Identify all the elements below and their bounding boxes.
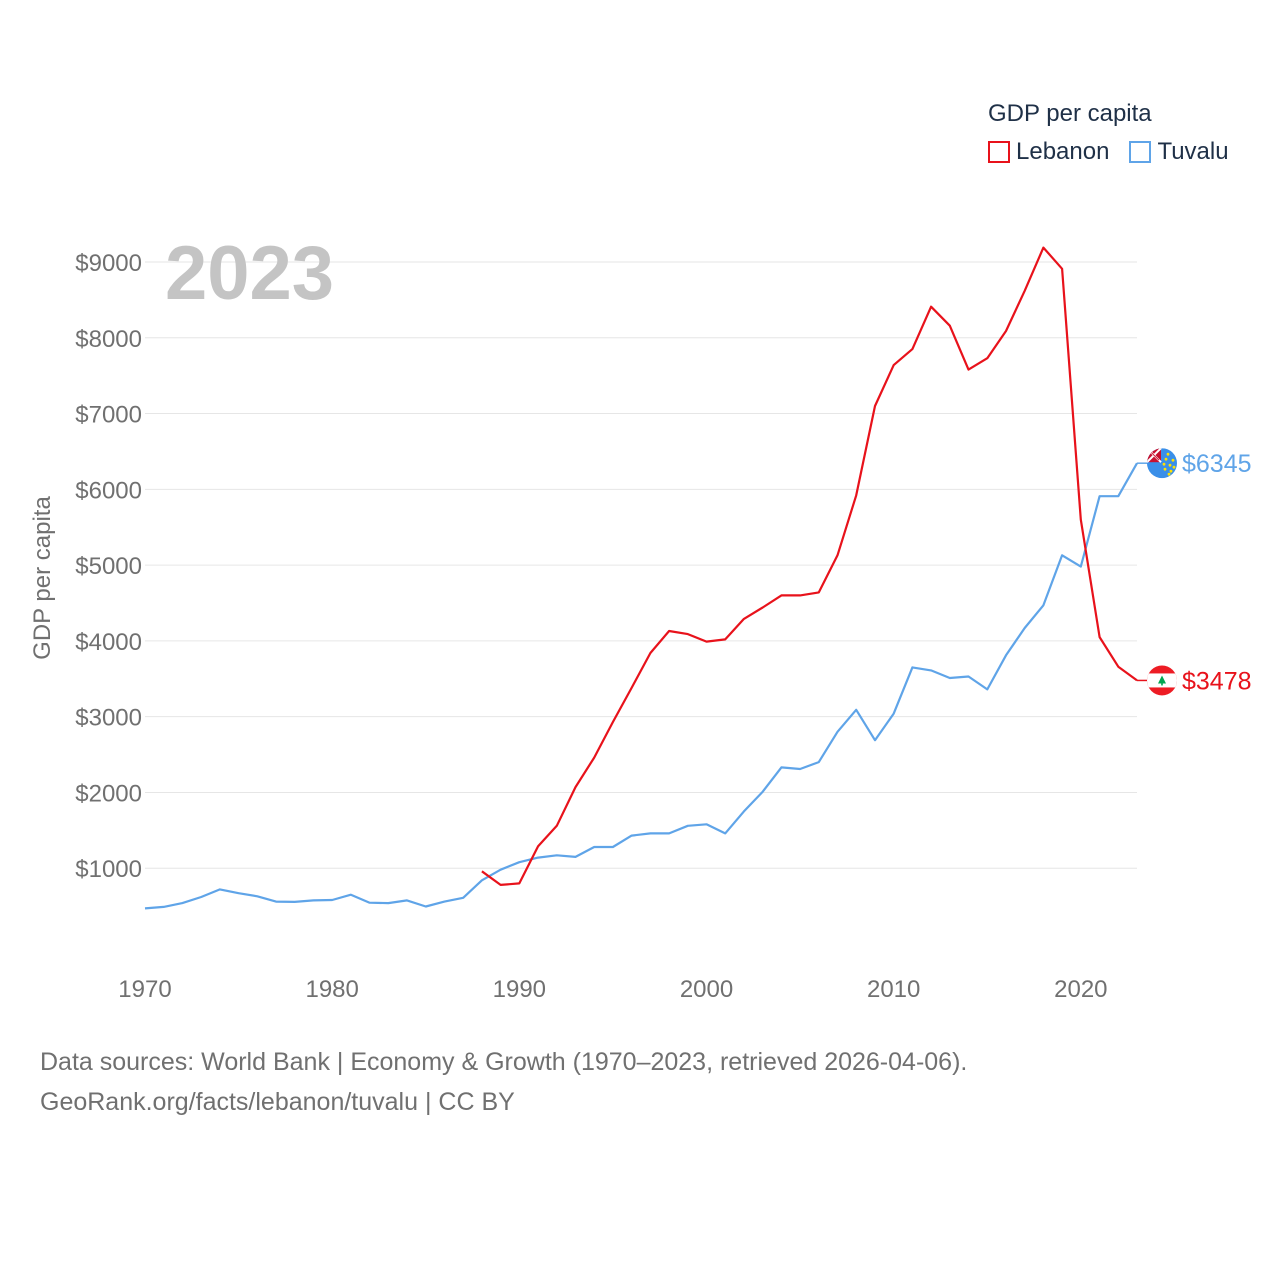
y-tick-label: $8000 — [75, 326, 142, 353]
legend: GDP per capita Lebanon Tuvalu — [988, 100, 1229, 166]
x-tick-label: 2000 — [680, 976, 733, 1003]
legend-item-tuvalu[interactable]: Tuvalu — [1129, 138, 1229, 166]
y-tick-label: $2000 — [75, 780, 142, 807]
legend-item-lebanon[interactable]: Lebanon — [988, 138, 1109, 166]
x-tick-label: 1980 — [305, 976, 358, 1003]
x-tick-label: 2020 — [1054, 976, 1107, 1003]
x-axis: 1970 1980 1990 2000 2010 2020 — [118, 976, 1107, 1003]
y-tick-label: $3000 — [75, 705, 142, 732]
y-tick-label: $5000 — [75, 553, 142, 580]
gridlines — [145, 261, 1137, 869]
source-line-1: Data sources: World Bank | Economy & Gro… — [40, 1048, 968, 1076]
y-tick-label: $7000 — [75, 402, 142, 429]
lebanon-flag-icon — [1147, 665, 1177, 696]
x-tick-label: 1970 — [118, 976, 171, 1003]
series-lines — [144, 246, 1138, 910]
series-line-tuvalu — [144, 462, 1138, 910]
source-line-2[interactable]: GeoRank.org/facts/lebanon/tuvalu | CC BY — [40, 1088, 515, 1116]
legend-swatch-tuvalu — [1129, 141, 1152, 163]
x-tick-label: 1990 — [493, 976, 546, 1003]
end-label-tuvalu: $6345 — [1182, 450, 1252, 478]
y-tick-label: $1000 — [75, 856, 142, 883]
y-tick-label: $4000 — [75, 629, 142, 656]
legend-label-tuvalu: Tuvalu — [1157, 138, 1229, 165]
y-axis: $1000 $2000 $3000 $4000 $5000 $6000 $7000 $8000… — [75, 250, 142, 883]
end-label-lebanon: $3478 — [1182, 667, 1252, 695]
year-label: 2023 — [165, 231, 334, 316]
source-note: Data sources: World Bank | Economy & Gro… — [40, 1042, 967, 1122]
y-axis-title: GDP per capita — [29, 496, 56, 660]
y-tick-label: $9000 — [75, 250, 142, 277]
x-tick-label: 2010 — [867, 976, 920, 1003]
legend-title: GDP per capita — [988, 100, 1152, 127]
legend-swatch-lebanon — [988, 141, 1010, 163]
legend-label-lebanon: Lebanon — [1016, 138, 1110, 165]
end-markers: $3478 $6345 — [1137, 448, 1252, 696]
tuvalu-flag-icon — [1147, 448, 1177, 479]
y-tick-label: $6000 — [75, 477, 142, 504]
series-line-lebanon — [481, 246, 1138, 887]
